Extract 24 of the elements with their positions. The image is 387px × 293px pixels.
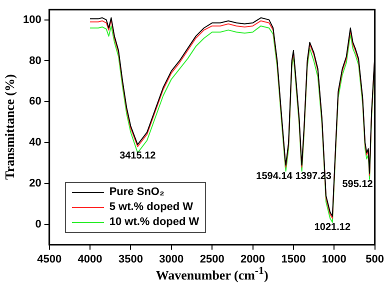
x-tick-label: 4000 [78, 253, 102, 266]
legend-label: Pure SnO₂ [109, 186, 164, 198]
y-tick-label: 40 [29, 136, 42, 149]
annotation: 1021.12 [314, 222, 351, 233]
x-tick-label: 500 [366, 253, 384, 266]
x-tick-label: 2000 [240, 253, 266, 266]
x-tick-label: 1500 [281, 253, 306, 266]
annotation: 595.12 [342, 178, 374, 190]
legend-label: 10 wt.% doped W [109, 216, 200, 228]
y-tick-label: 80 [29, 54, 42, 67]
annotation: 3415.12 [120, 150, 156, 162]
x-tick-label: 3500 [118, 253, 143, 266]
annotation: 1594.14 [256, 170, 293, 182]
y-tick-label: 60 [29, 96, 42, 108]
y-axis-title: Transmittance (%) [2, 74, 18, 180]
x-axis-title: Wavenumber (cm$^{-1}$) [156, 264, 268, 284]
legend-label: 5 wt.% doped W [109, 201, 194, 214]
x-tick-label: 4500 [37, 253, 62, 266]
y-tick-label: 0 [35, 218, 42, 230]
y-tick-label: 20 [29, 177, 42, 190]
x-tick-label: 3000 [159, 253, 184, 266]
x-tick-label: 2500 [200, 253, 224, 266]
x-tick-label: 1000 [322, 253, 346, 266]
y-tick-label: 100 [22, 14, 42, 26]
